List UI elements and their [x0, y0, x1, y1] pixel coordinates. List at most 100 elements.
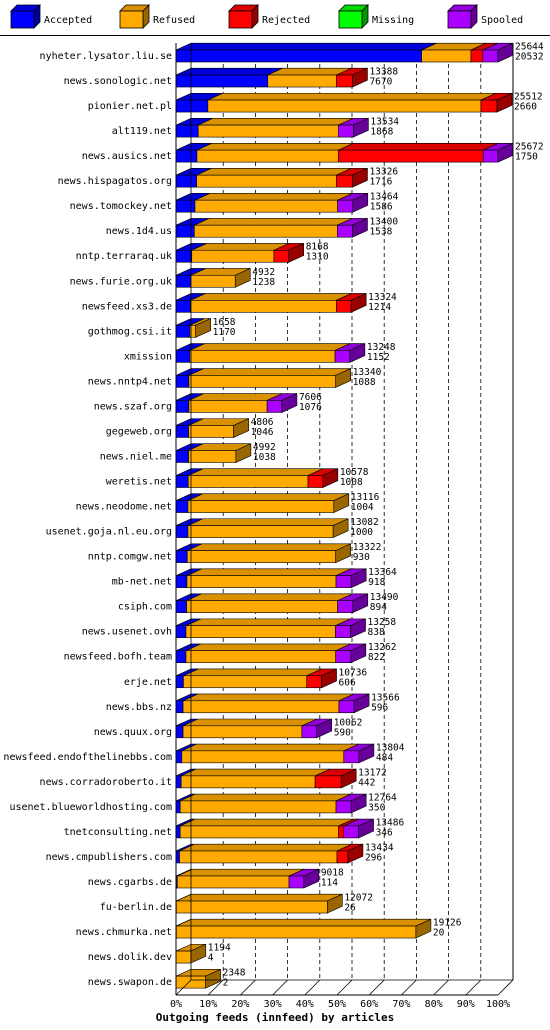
bar-segment-front — [175, 600, 187, 613]
x-tick — [304, 979, 321, 996]
accepted-label: 484 — [376, 752, 393, 763]
bar-segment-front — [196, 174, 337, 188]
bar-side — [235, 443, 252, 463]
bar-segment-spooled — [335, 643, 366, 664]
bar-side — [415, 918, 432, 939]
bar-side — [322, 468, 339, 488]
x-tick — [368, 979, 385, 996]
host-label: news.cmpublishers.com — [46, 852, 172, 863]
x-tick — [175, 979, 192, 996]
bar-segment-refused — [188, 418, 249, 438]
bar-segment-front — [343, 750, 360, 764]
accepted-label: 350 — [368, 802, 385, 813]
bar-segment-front — [480, 99, 498, 113]
host-label: mb-net.net — [112, 577, 172, 588]
bar-segment-front — [334, 350, 351, 363]
x-tick — [240, 979, 256, 996]
bar-segment-front — [421, 49, 472, 63]
bar-news-sonologic-net — [175, 67, 368, 88]
bar-segment-front — [336, 299, 352, 313]
legend-swatch — [228, 10, 253, 29]
bar-segment-top — [188, 368, 351, 376]
accepted-label: 1310 — [306, 252, 329, 263]
bar-segment-front — [188, 450, 237, 463]
bar-news-szaf-org — [175, 393, 298, 413]
legend-label: Accepted — [44, 15, 92, 26]
x-tick — [336, 979, 353, 996]
accepted-label: 1716 — [369, 177, 392, 188]
bar-segment-refused — [186, 543, 351, 563]
host-label: news.corradoroberto.it — [40, 777, 172, 788]
bar-segment-front — [186, 550, 337, 563]
offered-label: 13262 — [368, 642, 397, 653]
bar-segment-spooled — [482, 143, 514, 163]
host-label: newsfeed.endofthelinebbs.com — [3, 752, 172, 763]
bar-weretis-net — [175, 468, 339, 488]
bar-segment-front — [186, 600, 338, 613]
bar-news-cgarbs-de — [175, 868, 320, 889]
bar-segment-front — [175, 825, 181, 839]
legend-item-missing: Missing — [338, 4, 414, 29]
offered-label: 9018 — [321, 867, 344, 878]
bar-side — [335, 368, 352, 388]
legend-label: Missing — [372, 15, 414, 26]
bar-newsfeed-xs3-de — [175, 293, 367, 313]
bar-alt119-net — [175, 117, 369, 138]
bar-segment-front — [175, 750, 183, 764]
host-label: pionier.net.pl — [88, 101, 172, 112]
accepted-label: 7670 — [369, 77, 392, 88]
bar-segment-refused — [180, 768, 331, 789]
bar-segment-top — [196, 168, 352, 176]
bar-tnetconsulting-net — [175, 818, 374, 839]
bar-segment-front — [336, 174, 353, 188]
bar-segment-front — [179, 825, 339, 839]
bar-segment-refused — [187, 493, 349, 513]
bar-segment-front — [175, 550, 188, 563]
offered-label: 25644 — [515, 42, 544, 53]
offered-label: 4992 — [253, 442, 276, 453]
bar-gegeweb-org — [175, 418, 249, 438]
accepted-label: 1750 — [515, 152, 538, 163]
bar-side — [332, 518, 349, 539]
offered-label: 13434 — [365, 842, 394, 853]
bar-news-niel-me — [175, 443, 252, 463]
host-label: news.cgarbs.de — [88, 877, 172, 888]
legend: Accepted Refused Rejected Missing Spooled — [10, 4, 523, 29]
offered-label: 13400 — [369, 217, 398, 228]
bar-segment-top — [191, 243, 290, 251]
bar-side — [352, 167, 368, 188]
bar-segment-refused — [182, 693, 355, 714]
bar-side — [350, 793, 367, 814]
bar-segment-front — [175, 500, 189, 513]
bar-segment-front — [185, 625, 336, 638]
bar-segment-front — [187, 500, 335, 513]
bar-segment-top — [183, 668, 322, 677]
bar-segment-front — [175, 675, 184, 689]
bar-segment-front — [180, 775, 316, 789]
bar-news-chmurka-net — [175, 918, 432, 939]
x-tick — [401, 979, 417, 996]
bar-segment-front — [337, 199, 354, 213]
bar-segment-refused — [179, 793, 352, 814]
x-tick-label: 10% — [199, 999, 217, 1010]
accepted-label: 1008 — [340, 477, 363, 488]
bar-csiph-com — [175, 593, 369, 614]
legend-item-accepted: Accepted — [10, 4, 92, 29]
bar-erje-net — [175, 668, 337, 689]
bar-segment-refused — [179, 843, 353, 864]
bar-nntp-comgw-net — [175, 543, 352, 564]
bar-segment-front — [175, 525, 189, 538]
host-label: news.niel.me — [100, 451, 172, 462]
host-label: csiph.com — [118, 602, 172, 613]
offered-label: 1194 — [208, 943, 231, 954]
bar-segment-top — [194, 193, 353, 201]
accepted-label: 822 — [368, 652, 385, 663]
x-tick — [497, 979, 514, 996]
bar-segment-front — [181, 750, 345, 764]
host-label: news.bbs.nz — [106, 702, 172, 713]
bar-newsfeed-endofthelinebbs-com — [175, 743, 375, 764]
accepted-label: 296 — [365, 852, 382, 863]
legend-swatch — [447, 10, 472, 29]
accepted-label: 114 — [321, 877, 338, 888]
bar-gothmog-csi-it — [175, 318, 211, 338]
